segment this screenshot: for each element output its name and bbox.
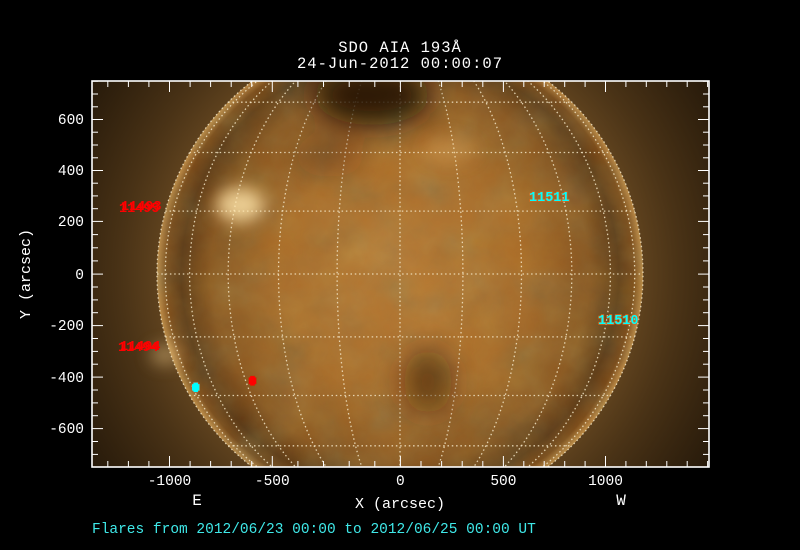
svg-text:1000: 1000 — [588, 474, 623, 490]
svg-text:600: 600 — [58, 113, 84, 129]
svg-text:24-Jun-2012 00:00:07: 24-Jun-2012 00:00:07 — [297, 55, 503, 73]
svg-text:0: 0 — [75, 268, 84, 284]
svg-text:Flares from 2012/06/23 00:00 t: Flares from 2012/06/23 00:00 to 2012/06/… — [92, 522, 536, 538]
svg-text:Y (arcsec): Y (arcsec) — [18, 229, 35, 319]
svg-text:-500: -500 — [255, 474, 290, 490]
svg-text:-600: -600 — [49, 422, 84, 438]
svg-text:-200: -200 — [49, 319, 84, 335]
svg-text:W: W — [616, 492, 626, 510]
svg-text:11493: 11493 — [121, 200, 162, 215]
svg-text:200: 200 — [58, 215, 84, 231]
svg-text:11511: 11511 — [529, 191, 570, 206]
svg-text:11494: 11494 — [120, 340, 161, 355]
svg-text:X (arcsec): X (arcsec) — [355, 496, 445, 513]
svg-text:11510: 11510 — [598, 314, 639, 329]
svg-text:400: 400 — [58, 164, 84, 180]
svg-text:500: 500 — [490, 474, 516, 490]
svg-text:-400: -400 — [49, 371, 84, 387]
svg-text:0: 0 — [396, 474, 405, 490]
svg-text:E: E — [192, 492, 202, 510]
svg-text:-1000: -1000 — [148, 474, 192, 490]
